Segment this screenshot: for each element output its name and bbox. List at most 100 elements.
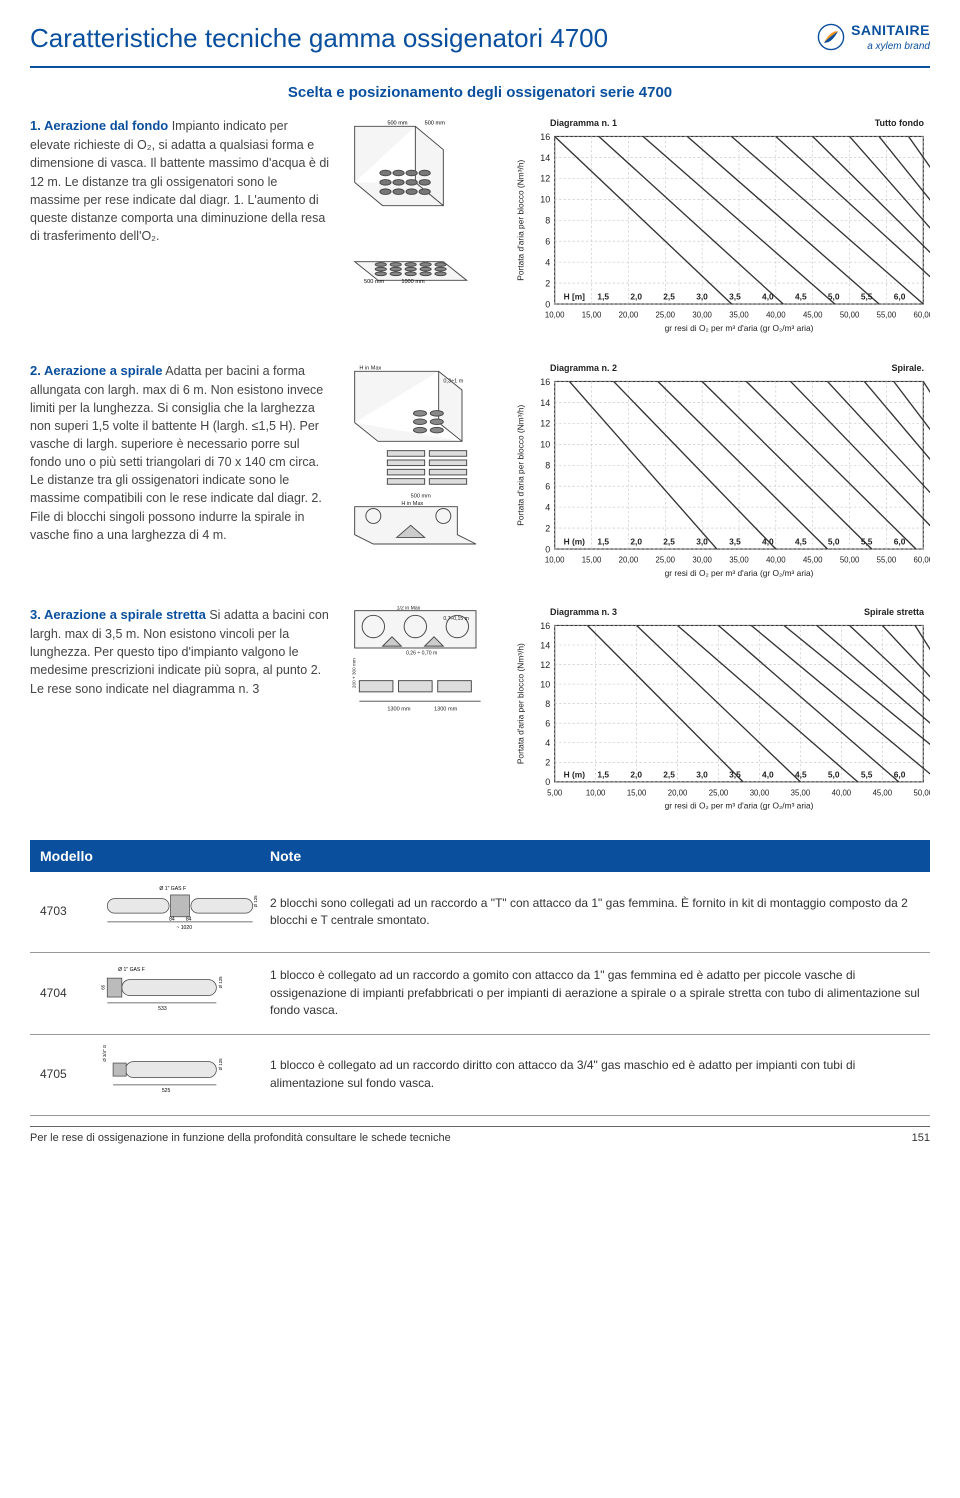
col-modello: Modello bbox=[40, 846, 270, 866]
svg-text:30,00: 30,00 bbox=[750, 789, 770, 798]
svg-text:2,5: 2,5 bbox=[663, 292, 675, 302]
svg-text:35,00: 35,00 bbox=[729, 311, 749, 320]
svg-text:1300 mm: 1300 mm bbox=[387, 707, 411, 713]
chart-title-left: Diagramma n. 2 bbox=[550, 362, 617, 375]
svg-text:Ø 125: Ø 125 bbox=[218, 1057, 223, 1069]
svg-text:45,00: 45,00 bbox=[803, 311, 823, 320]
svg-text:1,5: 1,5 bbox=[597, 770, 609, 780]
svg-text:20,00: 20,00 bbox=[668, 789, 688, 798]
svg-text:12: 12 bbox=[540, 660, 550, 670]
model-note: 2 blocchi sono collegati ad un raccordo … bbox=[270, 895, 920, 930]
svg-text:gr resi di O₂ per m³ d'aria (: gr resi di O₂ per m³ d'aria (gr O₂/m³ ar… bbox=[665, 801, 814, 811]
svg-text:45,00: 45,00 bbox=[873, 789, 893, 798]
svg-text:3,5: 3,5 bbox=[729, 292, 741, 302]
chart-svg: 02468101214165,0010,0015,0020,0025,0030,… bbox=[510, 621, 930, 815]
models-header: Modello Note bbox=[30, 840, 930, 872]
page-number: 151 bbox=[912, 1131, 930, 1147]
svg-text:10: 10 bbox=[540, 195, 550, 205]
svg-text:Ø 125: Ø 125 bbox=[218, 976, 223, 988]
svg-text:gr resi di O₂ per m³ d'aria (: gr resi di O₂ per m³ d'aria (gr O₂/m³ ar… bbox=[665, 323, 814, 333]
svg-text:3,0: 3,0 bbox=[696, 770, 708, 780]
schematic-icon: 1/2 in Max 0,7÷0,15 m 0,26 ÷ 0,70 m 1300… bbox=[350, 606, 490, 737]
svg-text:2,5: 2,5 bbox=[663, 536, 675, 546]
svg-text:8: 8 bbox=[545, 699, 550, 709]
section-schematic: H in Max 0,3÷1 m 500 mm H in Max bbox=[350, 362, 490, 549]
svg-text:500 mm: 500 mm bbox=[387, 121, 408, 127]
svg-text:16: 16 bbox=[540, 377, 550, 387]
svg-text:0,7÷0,15 m: 0,7÷0,15 m bbox=[443, 616, 469, 622]
svg-text:Ø 125: Ø 125 bbox=[253, 895, 258, 907]
svg-text:50,00: 50,00 bbox=[914, 789, 930, 798]
svg-text:0: 0 bbox=[545, 300, 550, 310]
svg-text:500 mm: 500 mm bbox=[425, 121, 446, 127]
svg-text:15,00: 15,00 bbox=[627, 789, 647, 798]
svg-text:4,5: 4,5 bbox=[795, 536, 807, 546]
svg-text:30,00: 30,00 bbox=[692, 311, 712, 320]
svg-text:6: 6 bbox=[545, 481, 550, 491]
svg-text:6,0: 6,0 bbox=[894, 292, 906, 302]
chart-title-left: Diagramma n. 3 bbox=[550, 606, 617, 619]
svg-text:1,5: 1,5 bbox=[597, 292, 609, 302]
svg-text:6: 6 bbox=[545, 237, 550, 247]
model-diagram-icon: Ø 1" GAS F 8484 ~ 1020 Ø 125 bbox=[100, 882, 260, 937]
section-2: 2. Aerazione a spirale Adatta per bacini… bbox=[30, 362, 930, 588]
footer-text: Per le rese di ossigenazione in funzione… bbox=[30, 1131, 451, 1147]
chart-title-right: Spirale. bbox=[891, 362, 924, 375]
section-text: 3. Aerazione a spirale stretta Si adatta… bbox=[30, 606, 330, 697]
model-diagram-icon: Ø 1" GAS F 65 533 Ø 125 bbox=[100, 963, 260, 1018]
svg-text:8: 8 bbox=[545, 461, 550, 471]
svg-text:1,5: 1,5 bbox=[597, 536, 609, 546]
svg-text:14: 14 bbox=[540, 398, 550, 408]
svg-text:35,00: 35,00 bbox=[729, 555, 749, 564]
svg-text:6,0: 6,0 bbox=[894, 770, 906, 780]
svg-text:Portata d'aria per blocco (Nm³: Portata d'aria per blocco (Nm³/h) bbox=[515, 643, 525, 764]
footer: Per le rese di ossigenazione in funzione… bbox=[30, 1126, 930, 1147]
svg-text:Portata d'aria per blocco (Nm³: Portata d'aria per blocco (Nm³/h) bbox=[515, 160, 525, 281]
svg-text:H [m]: H [m] bbox=[564, 292, 586, 302]
svg-text:4,5: 4,5 bbox=[795, 770, 807, 780]
svg-text:20,00: 20,00 bbox=[619, 311, 639, 320]
section-schematic: 1/2 in Max 0,7÷0,15 m 0,26 ÷ 0,70 m 1300… bbox=[350, 606, 490, 737]
svg-text:4,5: 4,5 bbox=[795, 292, 807, 302]
page-subtitle: Scelta e posizionamento degli ossigenato… bbox=[30, 82, 930, 104]
svg-text:55,00: 55,00 bbox=[877, 311, 897, 320]
svg-text:25,00: 25,00 bbox=[709, 789, 729, 798]
svg-text:3,0: 3,0 bbox=[696, 536, 708, 546]
svg-text:5,0: 5,0 bbox=[828, 536, 840, 546]
section-heading: 3. Aerazione a spirale stretta bbox=[30, 607, 206, 622]
svg-text:Ø 1" GAS F: Ø 1" GAS F bbox=[118, 967, 145, 973]
svg-text:2: 2 bbox=[545, 523, 550, 533]
svg-text:gr resi di O₂ per m³ d'aria (: gr resi di O₂ per m³ d'aria (gr O₂/m³ ar… bbox=[665, 568, 814, 578]
svg-text:10: 10 bbox=[540, 680, 550, 690]
col-note: Note bbox=[270, 846, 920, 866]
section-heading: 2. Aerazione a spirale bbox=[30, 363, 162, 378]
svg-text:14: 14 bbox=[540, 153, 550, 163]
section-body: Impianto indicato per elevate richieste … bbox=[30, 119, 329, 242]
section-text: 2. Aerazione a spirale Adatta per bacini… bbox=[30, 362, 330, 544]
svg-text:5,5: 5,5 bbox=[861, 292, 873, 302]
svg-text:2: 2 bbox=[545, 758, 550, 768]
svg-text:40,00: 40,00 bbox=[766, 555, 786, 564]
model-note: 1 blocco è collegato ad un raccordo diri… bbox=[270, 1057, 920, 1092]
svg-text:6: 6 bbox=[545, 719, 550, 729]
chart-title-right: Tutto fondo bbox=[875, 117, 924, 130]
svg-text:4,0: 4,0 bbox=[762, 292, 774, 302]
svg-text:45,00: 45,00 bbox=[803, 555, 823, 564]
brand-swirl-icon bbox=[817, 23, 845, 51]
brand-block: SANITAIRE a xylem brand bbox=[817, 20, 930, 55]
svg-text:0,3÷1 m: 0,3÷1 m bbox=[443, 378, 463, 384]
model-image: Ø 1" GAS F 8484 ~ 1020 Ø 125 bbox=[100, 882, 270, 942]
svg-text:5,5: 5,5 bbox=[861, 536, 873, 546]
section-chart: Diagramma n. 1 Tutto fondo 0246810121416… bbox=[510, 117, 930, 343]
section-body: Adatta per bacini a forma allungata con … bbox=[30, 364, 323, 542]
section-schematic: 500 mm500 mm 1000 mm 500 mm bbox=[350, 117, 490, 285]
svg-text:10: 10 bbox=[540, 440, 550, 450]
model-id: 4703 bbox=[40, 903, 100, 920]
model-note: 1 blocco è collegato ad un raccordo a go… bbox=[270, 967, 920, 1019]
svg-text:200 + 300 mm: 200 + 300 mm bbox=[352, 658, 357, 688]
svg-text:10,00: 10,00 bbox=[545, 311, 565, 320]
svg-text:60,00: 60,00 bbox=[914, 555, 930, 564]
svg-text:15,00: 15,00 bbox=[582, 555, 602, 564]
svg-text:14: 14 bbox=[540, 641, 550, 651]
svg-text:3,5: 3,5 bbox=[729, 770, 741, 780]
